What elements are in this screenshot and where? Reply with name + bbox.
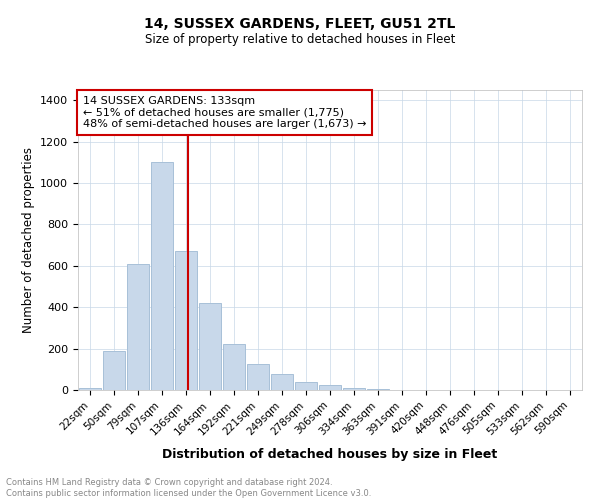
Bar bbox=[271, 374, 293, 390]
Bar bbox=[151, 162, 173, 390]
Bar bbox=[247, 364, 269, 390]
X-axis label: Distribution of detached houses by size in Fleet: Distribution of detached houses by size … bbox=[163, 448, 497, 460]
Bar bbox=[343, 388, 365, 390]
Bar bbox=[319, 385, 341, 390]
Bar bbox=[79, 388, 101, 390]
Bar bbox=[295, 382, 317, 390]
Bar bbox=[175, 252, 197, 390]
Bar bbox=[103, 350, 125, 390]
Bar bbox=[223, 344, 245, 390]
Bar bbox=[367, 389, 389, 390]
Y-axis label: Number of detached properties: Number of detached properties bbox=[22, 147, 35, 333]
Text: 14, SUSSEX GARDENS, FLEET, GU51 2TL: 14, SUSSEX GARDENS, FLEET, GU51 2TL bbox=[145, 18, 455, 32]
Text: 14 SUSSEX GARDENS: 133sqm
← 51% of detached houses are smaller (1,775)
48% of se: 14 SUSSEX GARDENS: 133sqm ← 51% of detac… bbox=[83, 96, 367, 129]
Bar bbox=[127, 264, 149, 390]
Bar bbox=[199, 303, 221, 390]
Text: Contains HM Land Registry data © Crown copyright and database right 2024.
Contai: Contains HM Land Registry data © Crown c… bbox=[6, 478, 371, 498]
Text: Size of property relative to detached houses in Fleet: Size of property relative to detached ho… bbox=[145, 32, 455, 46]
